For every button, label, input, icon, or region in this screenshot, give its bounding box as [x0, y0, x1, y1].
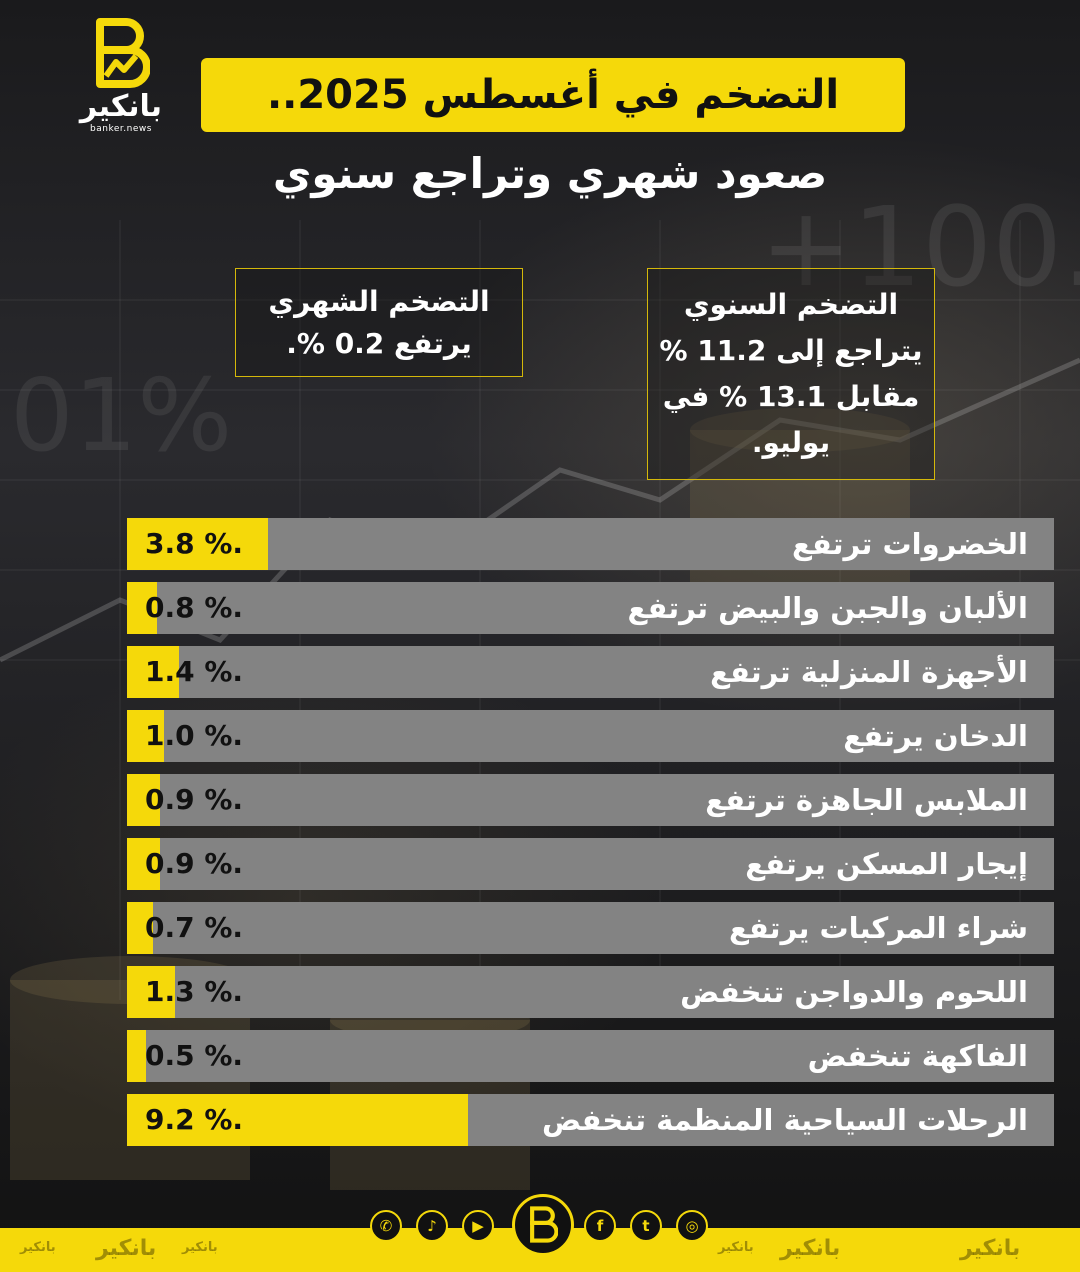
footer-watermark: بانكير: [182, 1240, 218, 1255]
twitter-icon[interactable]: t: [630, 1210, 662, 1242]
svg-text:+100.0: +100.0: [760, 183, 1080, 311]
instagram-icon[interactable]: ◎: [676, 1210, 708, 1242]
brand-domain: banker.news: [90, 124, 152, 134]
bar-value-label: 0.9 %.: [145, 847, 244, 880]
bar-category-label: الدخان يرتفع: [843, 719, 1028, 753]
bar-value-label: 0.5 %.: [145, 1039, 244, 1072]
bar-value-label: 1.0 %.: [145, 719, 244, 752]
bar-fill: [127, 966, 175, 1018]
footer-logo-icon: [512, 1194, 574, 1256]
bar-fill: [127, 1030, 146, 1082]
annual-inflation-box: التضخم السنوي يتراجع إلى 11.2 % مقابل 13…: [647, 268, 935, 480]
bar-value-label: 1.3 %.: [145, 975, 244, 1008]
bar-value-label: 0.7 %.: [145, 911, 244, 944]
bar-fill: [127, 646, 179, 698]
bar-row: 9.2 %. الرحلات السياحية المنظمة تنخفض: [127, 1094, 1054, 1146]
bar-value-label: 1.4 %.: [145, 655, 244, 688]
bar-row: 1.3 %. اللحوم والدواجن تنخفض: [127, 966, 1054, 1018]
social-links: ✆ ♪ ▶ f t ◎: [370, 1194, 710, 1260]
brand-name: بانكير: [79, 89, 163, 124]
annual-line-3: مقابل 13.1 % في: [662, 380, 920, 413]
page-subtitle: صعود شهري وتراجع سنوي: [272, 149, 828, 198]
svg-text:01%: 01%: [10, 357, 232, 474]
monthly-inflation-box: التضخم الشهري يرتفع 0.2 %.: [235, 268, 523, 377]
annual-line-1: التضخم السنوي: [683, 288, 899, 321]
footer-watermark: بانكير: [780, 1236, 841, 1261]
bar-row: 3.8 %. الخضروات ترتفع: [127, 518, 1054, 570]
bar-row: 0.9 %. إيجار المسكن يرتفع: [127, 838, 1054, 890]
bar-category-label: الأجهزة المنزلية ترتفع: [710, 655, 1028, 689]
bar-category-label: شراء المركبات يرتفع: [728, 911, 1028, 945]
bar-row: 0.5 %. الفاكهة تنخفض: [127, 1030, 1054, 1082]
bar-chart: 3.8 %. الخضروات ترتفع 0.8 %. الألبان والجبن…: [127, 518, 1054, 1152]
monthly-line-1: التضخم الشهري: [268, 284, 490, 318]
bar-category-label: الألبان والجبن والبيض ترتفع: [627, 591, 1028, 625]
whatsapp-icon[interactable]: ✆: [370, 1210, 402, 1242]
title-banner: التضخم في أغسطس 2025..: [201, 58, 905, 132]
bar-row: 1.0 %. الدخان يرتفع: [127, 710, 1054, 762]
bar-fill: [127, 774, 160, 826]
bar-fill: [127, 518, 268, 570]
bar-value-label: 0.8 %.: [145, 591, 244, 624]
bar-row: 0.9 %. الملابس الجاهزة ترتفع: [127, 774, 1054, 826]
bar-value-label: 3.8 %.: [145, 527, 244, 560]
facebook-icon[interactable]: f: [584, 1210, 616, 1242]
bar-row: 1.4 %. الأجهزة المنزلية ترتفع: [127, 646, 1054, 698]
footer-watermark: بانكير: [960, 1236, 1021, 1261]
monthly-line-2: يرتفع 0.2 %.: [286, 326, 472, 360]
bar-value-label: 0.9 %.: [145, 783, 244, 816]
bar-fill: [127, 1094, 468, 1146]
bar-category-label: الفاكهة تنخفض: [807, 1039, 1028, 1073]
bar-category-label: إيجار المسكن يرتفع: [745, 847, 1028, 881]
bar-fill: [127, 902, 153, 954]
bar-fill: [127, 838, 160, 890]
annual-line-2: يتراجع إلى 11.2 %: [659, 334, 923, 367]
bar-category-label: الملابس الجاهزة ترتفع: [705, 783, 1028, 817]
bar-fill: [127, 710, 164, 762]
footer-watermark: بانكير: [20, 1240, 56, 1255]
tiktok-icon[interactable]: ♪: [416, 1210, 448, 1242]
brand-b-icon: [96, 18, 150, 88]
brand-logo: بانكير banker.news: [58, 18, 184, 136]
annual-line-4: يوليو.: [751, 426, 831, 459]
bar-value-label: 9.2 %.: [145, 1103, 244, 1136]
bar-fill: [127, 582, 157, 634]
bar-row: 0.7 %. شراء المركبات يرتفع: [127, 902, 1054, 954]
bar-category-label: الرحلات السياحية المنظمة تنخفض: [541, 1103, 1028, 1137]
footer-watermark: بانكير: [96, 1236, 157, 1261]
footer-watermark: بانكير: [718, 1240, 754, 1255]
bar-row: 0.8 %. الألبان والجبن والبيض ترتفع: [127, 582, 1054, 634]
bar-category-label: الخضروات ترتفع: [791, 527, 1028, 561]
youtube-icon[interactable]: ▶: [462, 1210, 494, 1242]
page-title: التضخم في أغسطس 2025..: [266, 72, 840, 118]
bar-category-label: اللحوم والدواجن تنخفض: [680, 975, 1028, 1009]
